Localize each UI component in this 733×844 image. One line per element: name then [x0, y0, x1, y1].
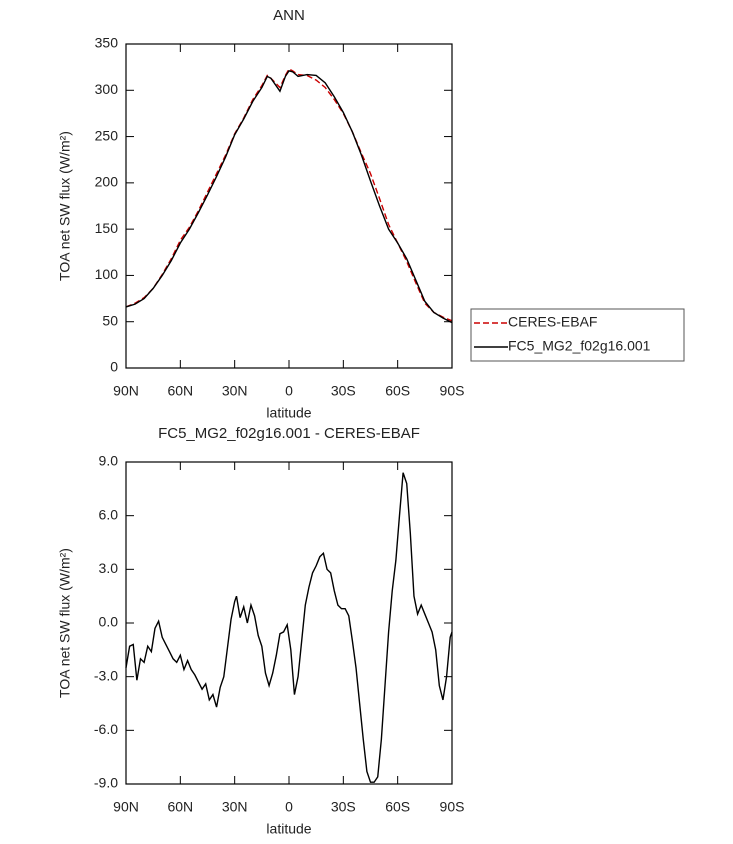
- x-tick-label: 0: [285, 383, 293, 399]
- y-tick-label: -6.0: [94, 721, 118, 737]
- x-tick-label: 90S: [440, 383, 465, 399]
- plot-frame: [125, 43, 453, 369]
- x-tick-label: 60S: [385, 799, 410, 815]
- x-tick-label: 30S: [331, 383, 356, 399]
- x-axis-label: latitude: [266, 821, 311, 837]
- x-axis-label: latitude: [266, 405, 311, 421]
- y-tick-label: 200: [95, 174, 119, 190]
- y-tick-label: 0: [110, 359, 118, 375]
- chart-title: FC5_MG2_f02g16.001 - CERES-EBAF: [158, 425, 420, 442]
- plot-frame: [125, 461, 453, 785]
- y-axis-label: TOA net SW flux (W/m²): [57, 548, 73, 698]
- x-tick-label: 30N: [222, 799, 248, 815]
- x-tick-label: 90S: [440, 799, 465, 815]
- x-tick-label: 60N: [167, 799, 193, 815]
- legend-box: [470, 308, 685, 362]
- x-tick-label: 90N: [113, 799, 139, 815]
- y-tick-label: 100: [95, 266, 119, 282]
- legend-label: FC5_MG2_f02g16.001: [508, 338, 651, 354]
- legend-label: CERES-EBAF: [508, 314, 597, 330]
- x-tick-label: 0: [285, 799, 293, 815]
- x-tick-label: 60N: [167, 383, 193, 399]
- x-tick-label: 90N: [113, 383, 139, 399]
- y-tick-label: 250: [95, 127, 119, 143]
- chart-title: ANN: [273, 7, 305, 24]
- series-line: [125, 70, 453, 324]
- y-tick-label: 6.0: [99, 506, 119, 522]
- y-tick-label: -3.0: [94, 667, 118, 683]
- x-tick-label: 30N: [222, 383, 248, 399]
- y-tick-label: 9.0: [99, 453, 119, 469]
- y-tick-label: 3.0: [99, 560, 119, 576]
- y-tick-label: 150: [95, 220, 119, 236]
- y-tick-label: 350: [95, 35, 119, 51]
- y-tick-label: 300: [95, 81, 119, 97]
- series-line: [125, 472, 453, 783]
- x-tick-label: 60S: [385, 383, 410, 399]
- y-tick-label: 50: [102, 312, 118, 328]
- series-line: [125, 68, 453, 322]
- y-tick-label: -9.0: [94, 775, 118, 791]
- x-tick-label: 30S: [331, 799, 356, 815]
- y-axis-label: TOA net SW flux (W/m²): [57, 131, 73, 281]
- y-tick-label: 0.0: [99, 614, 119, 630]
